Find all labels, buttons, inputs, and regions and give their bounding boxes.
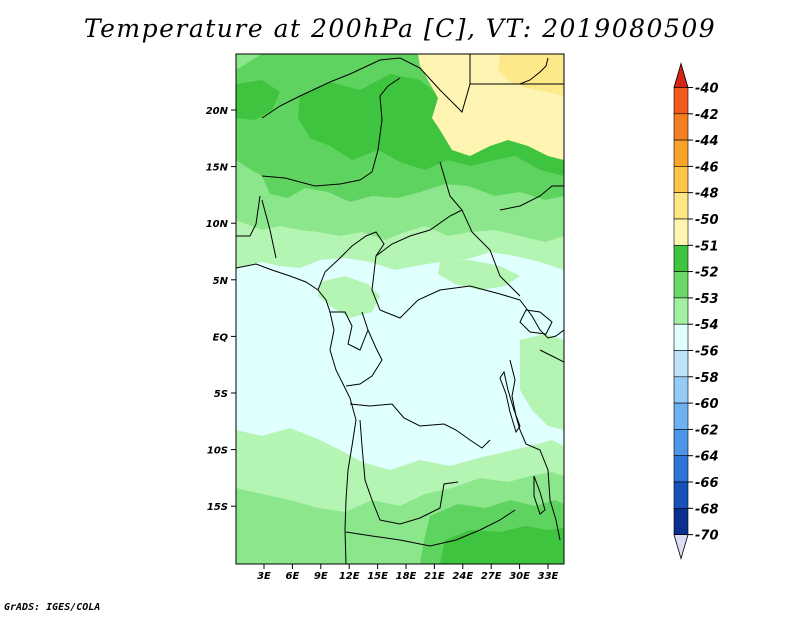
border-angola-zambia	[359, 419, 459, 525]
colorbar-label: -66	[695, 476, 719, 491]
lake-malawi	[533, 475, 546, 515]
border-chad	[371, 77, 401, 173]
colorbar-swatch	[673, 166, 689, 193]
lon-tick-label: 24E	[452, 571, 473, 582]
colorbar-label: -53	[695, 292, 719, 307]
colorbar-label: -62	[695, 423, 719, 438]
lon-tick-label: 21E	[424, 571, 445, 582]
colorbar-swatch	[673, 455, 689, 483]
field-dark-green-south	[440, 526, 564, 564]
border-west	[236, 195, 261, 237]
colorbar-swatch	[673, 245, 689, 272]
colorbar-label: -42	[695, 108, 719, 123]
colorbar-label: -50	[695, 213, 719, 228]
field-yellow-northeast	[498, 54, 564, 96]
lat-tick-label: 15S	[207, 502, 228, 513]
lat-tick-label: 5S	[214, 389, 228, 400]
colorbar-swatch	[673, 402, 689, 430]
colorbar-label: -70	[695, 529, 719, 544]
lon-tick-label: 33E	[538, 571, 559, 582]
border-cameroon	[317, 231, 385, 311]
lake-tanganyika	[499, 370, 521, 434]
lat-tick-label: EQ	[213, 332, 229, 343]
colorbar-label: -48	[695, 187, 719, 202]
colorbar-swatch	[673, 218, 689, 246]
colorbar-label: -60	[695, 397, 719, 412]
border-nigeria-niger	[261, 171, 373, 187]
field-pale-green-patch-central	[438, 260, 520, 290]
colorbar-swatch	[673, 323, 689, 351]
longitude-axis: 3E 6E 9E 12E 15E 18E 21E 24E 27E 30E 33E	[257, 564, 559, 582]
colorbar-swatch	[673, 507, 689, 535]
colorbar-swatch	[673, 376, 689, 404]
border-east-lakes	[509, 359, 561, 541]
field-dark-green-northwest	[236, 80, 280, 120]
lon-tick-label: 9E	[314, 571, 328, 582]
lat-tick-label: 10N	[206, 219, 229, 230]
temperature-field	[236, 54, 564, 564]
colorbar-label: -46	[695, 160, 719, 175]
lon-tick-label: 27E	[481, 571, 502, 582]
chart-title: Temperature at 200hPa [C], VT: 201908050…	[83, 14, 717, 43]
colorbar-label: -52	[695, 266, 719, 281]
lon-tick-label: 3E	[257, 571, 271, 582]
country-borders	[236, 54, 564, 564]
border-car	[375, 209, 463, 257]
colorbar-label: -54	[695, 318, 719, 333]
border-ethiopia	[499, 185, 564, 211]
colorbar-bottom-arrow	[673, 534, 689, 561]
field-pale-green-southeast	[520, 334, 564, 430]
border-drc-angola	[349, 403, 491, 449]
colorbar-swatch	[673, 481, 689, 509]
colorbar-swatch	[673, 192, 689, 220]
lon-tick-label: 30E	[509, 571, 530, 582]
colorbar-label: -58	[695, 371, 719, 386]
colorbar-swatch	[673, 271, 689, 299]
colorbar: -40 -42 -44 -46 -48 -50 -51 -52 -53 -54 -56 -58 -60 -…	[673, 62, 719, 561]
border-gabon	[330, 311, 369, 351]
colorbar-label: -68	[695, 502, 719, 517]
border-tanzania	[539, 349, 564, 363]
border-nigeria-benin	[261, 199, 277, 259]
colorbar-swatch	[673, 87, 689, 115]
lon-tick-label: 6E	[286, 571, 300, 582]
colorbar-label: -64	[695, 450, 719, 465]
lat-tick-label: 15N	[206, 163, 229, 174]
colorbar-swatch	[673, 113, 689, 141]
lake-victoria	[519, 309, 553, 335]
colorbar-swatch	[673, 429, 689, 456]
lon-tick-label: 15E	[367, 571, 388, 582]
field-dark-green-north	[298, 74, 564, 176]
latitude-axis: 20N 15N 10N 5N EQ 5S 10S 15S	[206, 106, 236, 513]
coastline-gulf-of-guinea	[236, 263, 357, 564]
border-zambia-south	[345, 509, 516, 547]
colorbar-label: -51	[695, 239, 719, 254]
lon-tick-label: 18E	[396, 571, 417, 582]
lon-tick-label: 12E	[339, 571, 360, 582]
lat-tick-label: 20N	[206, 106, 229, 117]
colorbar-label: -44	[695, 134, 719, 149]
border-congo-drc	[379, 285, 521, 319]
red-sea-coast	[519, 57, 549, 85]
colorbar-swatch	[673, 297, 689, 325]
footer-credit: GrADS: IGES/COLA	[4, 602, 101, 613]
colorbar-swatch	[673, 350, 689, 378]
border-sahara-north	[261, 54, 471, 119]
lat-tick-label: 10S	[207, 446, 228, 457]
field-pale-green-patch-mid	[318, 276, 380, 318]
border-chad-sudan	[439, 161, 521, 297]
lat-tick-label: 5N	[213, 276, 229, 287]
colorbar-label: -40	[695, 82, 719, 97]
colorbar-label: -56	[695, 345, 719, 360]
map-frame	[235, 53, 565, 565]
colorbar-swatch	[673, 139, 689, 167]
colorbar-top-arrow	[673, 62, 689, 88]
